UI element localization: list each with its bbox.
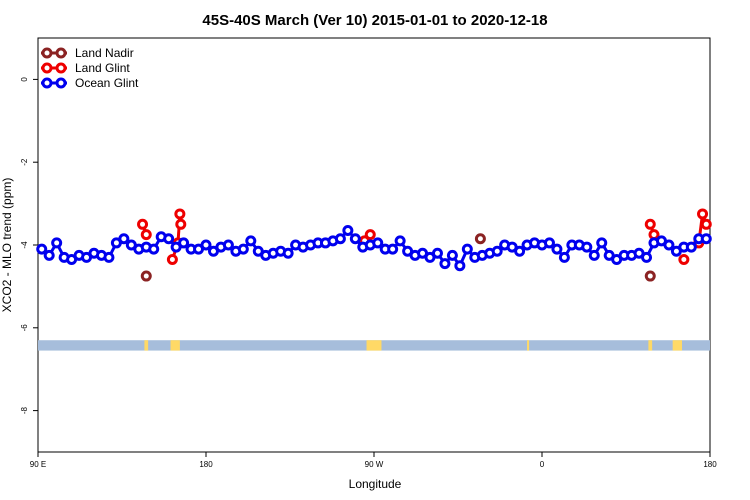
data-point: [51, 237, 63, 249]
series-layer: [36, 208, 712, 282]
data-point: [342, 225, 354, 237]
legend-marker: [41, 62, 53, 74]
data-point: [491, 245, 503, 257]
data-point: [461, 243, 473, 255]
land-band-1: [170, 340, 180, 351]
data-point: [36, 243, 48, 255]
data-point: [454, 260, 466, 272]
x-tick-label: 180: [199, 460, 213, 469]
data-point: [551, 243, 563, 255]
x-tick-label: 90 W: [365, 460, 384, 469]
land-band-4: [648, 340, 653, 351]
y-tick-label: -6: [20, 324, 29, 332]
data-point: [178, 237, 190, 249]
legend-marker: [55, 77, 67, 89]
y-tick-label: -8: [20, 406, 29, 414]
data-point: [558, 251, 570, 263]
data-point: [474, 233, 486, 245]
data-point: [200, 239, 212, 251]
data-point: [245, 235, 257, 247]
legend-marker: [55, 47, 67, 59]
data-point: [663, 239, 675, 251]
data-point: [349, 233, 361, 245]
data-point: [678, 253, 690, 265]
data-point: [644, 218, 656, 230]
data-point: [700, 218, 712, 230]
land-band-3: [527, 340, 530, 351]
data-point: [237, 243, 249, 255]
data-point: [439, 258, 451, 270]
data-point: [431, 247, 443, 259]
series-ocean-glint: [36, 225, 712, 272]
data-point: [514, 245, 526, 257]
chart-title: 45S-40S March (Ver 10) 2015-01-01 to 202…: [202, 12, 547, 29]
ocean-land-band: [38, 340, 710, 351]
data-point: [596, 237, 608, 249]
data-point: [166, 253, 178, 265]
data-point: [394, 235, 406, 247]
data-point: [543, 237, 555, 249]
data-point: [222, 239, 234, 251]
land-band-0: [144, 340, 149, 351]
data-point: [644, 270, 656, 282]
data-point: [334, 233, 346, 245]
data-point: [364, 229, 376, 241]
data-point: [163, 233, 175, 245]
x-tick-label: 90 E: [30, 460, 46, 469]
data-point: [581, 241, 593, 253]
y-tick-label: -4: [20, 241, 29, 249]
data-point: [175, 218, 187, 230]
land-band-5: [672, 340, 682, 351]
legend-marker: [41, 77, 53, 89]
x-tick-label: 0: [540, 460, 545, 469]
data-point: [697, 208, 709, 220]
data-point: [700, 233, 712, 245]
data-point: [372, 237, 384, 249]
x-axis-label: Longitude: [349, 477, 402, 491]
y-axis-label: XCO2 - MLO trend (ppm): [0, 178, 14, 313]
data-point: [588, 249, 600, 261]
y-tick-label: -2: [20, 158, 29, 166]
legend-marker: [55, 62, 67, 74]
legend-marker: [41, 47, 53, 59]
series-land-glint: [137, 208, 712, 265]
data-point: [140, 229, 152, 241]
data-point: [387, 243, 399, 255]
x-axis: 90 E 180 90 W 0 180: [30, 452, 717, 469]
data-point: [446, 249, 458, 261]
data-point: [685, 241, 697, 253]
x-tick-label: 180: [703, 460, 717, 469]
legend-label: Land Nadir: [75, 46, 134, 60]
data-point: [148, 243, 160, 255]
legend-label: Ocean Glint: [75, 76, 139, 90]
data-point: [282, 247, 294, 259]
data-point: [118, 233, 130, 245]
data-point: [43, 249, 55, 261]
legend-label: Land Glint: [75, 61, 130, 75]
y-axis: 0 -2 -4 -6 -8: [20, 77, 38, 414]
data-point: [641, 251, 653, 263]
data-point: [174, 208, 186, 220]
data-point: [140, 270, 152, 282]
data-point: [137, 218, 149, 230]
land-band-2: [366, 340, 382, 351]
data-point: [103, 251, 115, 263]
y-tick-label: 0: [20, 77, 29, 82]
